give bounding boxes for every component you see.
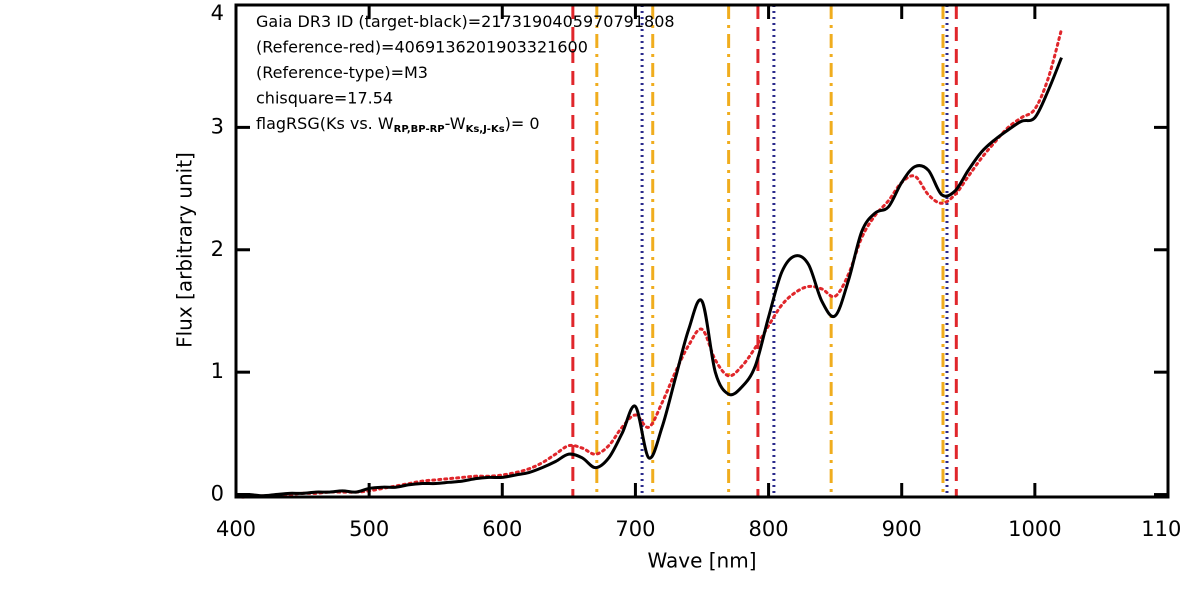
annotation: chisquare=17.54	[256, 88, 393, 107]
annotation-part: RP,BP-RP	[394, 124, 445, 135]
x-tick-label: 800	[749, 517, 789, 541]
annotation-part: )= 0	[505, 114, 540, 133]
annotation-part: Gaia DR3 ID (target-black)=2173190405970…	[256, 12, 675, 31]
annotation-part: Ks,J-Ks	[466, 124, 505, 135]
annotation: (Reference-red)=4069136201903321600	[256, 37, 588, 56]
y-tick-label: 2	[211, 237, 224, 261]
x-tick-label: 900	[882, 517, 922, 541]
annotation-part: (Reference-red)=4069136201903321600	[256, 37, 588, 56]
y-tick-label: 1	[211, 359, 224, 383]
y-tick-label: 3	[211, 114, 224, 138]
x-tick-label: 600	[482, 517, 522, 541]
annotation: (Reference-type)=M3	[256, 63, 428, 82]
y-tick-label: 4	[211, 1, 224, 25]
annotation-part: -W	[445, 114, 466, 133]
annotation-part: flagRSG(Ks vs. W	[256, 114, 394, 133]
spectrum-line	[235, 57, 1063, 498]
x-tick-label: 1000	[1008, 517, 1061, 541]
annotation-part: (Reference-type)=M3	[256, 63, 428, 82]
y-tick-label: 0	[211, 482, 224, 506]
x-tick-label: 400	[216, 517, 256, 541]
x-tick-label: 500	[349, 517, 389, 541]
y-axis-title: Flux [arbitrary unit]	[173, 152, 197, 348]
annotation: Gaia DR3 ID (target-black)=2173190405970…	[256, 12, 675, 31]
x-tick-label: 700	[615, 517, 655, 541]
annotation-part: chisquare=17.54	[256, 88, 393, 107]
annotation: flagRSG(Ks vs. WRP,BP-RP-WKs,J-Ks)= 0	[256, 114, 540, 136]
spectrum-line	[234, 27, 1063, 499]
x-axis-title: Wave [nm]	[647, 549, 756, 573]
